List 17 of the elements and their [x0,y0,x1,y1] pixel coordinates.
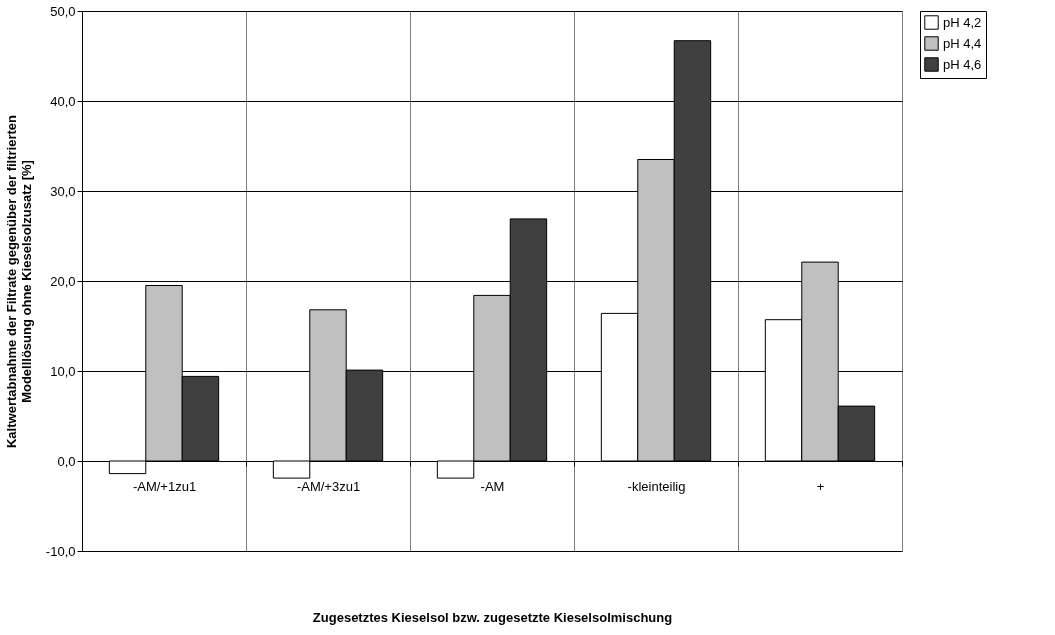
y-tick-label: 40,0 [50,93,76,109]
y-axis-title: Kaltwertabnahme der Filtrate gegenüber der filtrierten Modelllösung ohne Kieselsolzusatz [%] [3,114,34,449]
x-tick-label: + [816,478,825,494]
y-tick-label: 10,0 [50,363,76,379]
y-tick-label: 50,0 [50,3,76,19]
x-tick-label: -kleinteilig [627,478,686,494]
x-tick-label: -AM/+1zu1 [132,478,197,494]
x-tick-label: -AM/+3zu1 [296,478,361,494]
y-tick-label: 0,0 [57,453,76,469]
y-tick-label: 20,0 [50,273,76,289]
y-tick-label: -10,0 [45,543,76,559]
legend-label: pH 4,4 [943,35,982,51]
y-tick-label: 30,0 [50,183,76,199]
legend-label: pH 4,2 [943,14,982,30]
x-tick-label: -AM [480,478,505,494]
x-axis-title: Zugesetztes Kieselsol bzw. zugesetzte Kieselsolmischung [312,609,673,625]
legend-label: pH 4,6 [943,56,982,72]
